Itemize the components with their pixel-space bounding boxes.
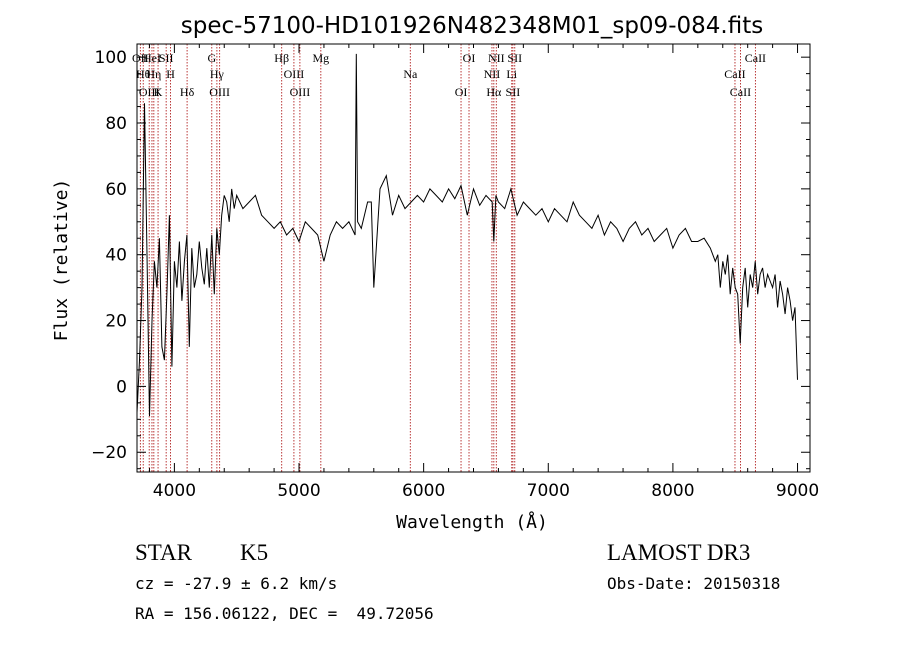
y-tick-label: −20 (91, 443, 127, 463)
y-tick-label: 80 (105, 114, 127, 134)
line-marker-label: H (166, 67, 175, 81)
line-marker-label: SII (506, 85, 521, 99)
x-tick-label: 6000 (402, 481, 445, 501)
line-marker-label: K (154, 85, 163, 99)
line-marker-label: OIII (209, 85, 230, 99)
line-marker-labels: OII Hθ OIII HeI Hη K SII H Hδ G Hγ OIII Hβ OIII OIII Mg… (132, 51, 766, 99)
line-marker-label: CaII (745, 51, 766, 65)
y-tick-label: 20 (105, 312, 127, 332)
line-marker-label: OIII (139, 85, 160, 99)
line-marker-label: OII (132, 51, 149, 65)
line-marker-label: SII (507, 51, 522, 65)
line-marker-label: OIII (290, 85, 311, 99)
line-marker-label: HeI (143, 51, 161, 65)
y-tick-label: 100 (95, 48, 127, 68)
y-tick-label: 60 (105, 180, 127, 200)
line-marker-label: Hθ (136, 67, 151, 81)
line-marker-label: NII (488, 51, 505, 65)
line-marker-label: OIII (284, 67, 305, 81)
x-tick-label: 5000 (277, 481, 320, 501)
obs-date: Obs-Date: 20150318 (607, 574, 781, 593)
survey-name: LAMOST DR3 (607, 540, 751, 565)
line-marker-label: Hδ (180, 85, 195, 99)
x-tick-label: 9000 (776, 481, 819, 501)
line-marker-label: Hα (486, 85, 502, 99)
line-marker-label: Hη (146, 67, 161, 81)
coordinates: RA = 156.06122, DEC = 49.72056 (135, 604, 434, 623)
x-axis-label: Wavelength (Å) (396, 511, 548, 533)
redshift-readout: cz = -27.9 ± 6.2 km/s (135, 574, 338, 593)
y-tick-label: 0 (116, 377, 127, 397)
line-marker-label: Li (506, 67, 517, 81)
line-marker-label: Na (403, 67, 418, 81)
line-marker-label: Hγ (210, 67, 225, 81)
line-marker-label: SII (159, 51, 174, 65)
line-marker-label: CaII (724, 67, 745, 81)
x-tick-label: 8000 (651, 481, 694, 501)
line-marker-label: G (207, 51, 216, 65)
x-tick-label: 4000 (153, 481, 196, 501)
x-tick-label: 7000 (527, 481, 570, 501)
y-axis-label: Flux (relative) (51, 179, 72, 342)
object-class: STAR (135, 540, 192, 565)
y-tick-label: 40 (105, 246, 127, 266)
chart-title: spec-57100-HD101926N482348M01_sp09-084.f… (181, 13, 763, 39)
line-markers (139, 44, 756, 472)
line-marker-label: Hβ (274, 51, 289, 65)
line-marker-label: CaII (730, 85, 751, 99)
line-marker-label: Mg (312, 51, 329, 65)
line-marker-label: OI (455, 85, 468, 99)
spectrum-line (136, 53, 798, 417)
x-axis-ticks: 4000 5000 6000 7000 8000 9000 (148, 44, 819, 501)
object-subclass: K5 (240, 540, 269, 565)
line-marker-label: OI (463, 51, 476, 65)
y-axis-ticks: −20 0 20 40 60 80 100 (91, 48, 810, 470)
line-marker-label: NII (484, 67, 501, 81)
plot-frame (136, 43, 811, 473)
